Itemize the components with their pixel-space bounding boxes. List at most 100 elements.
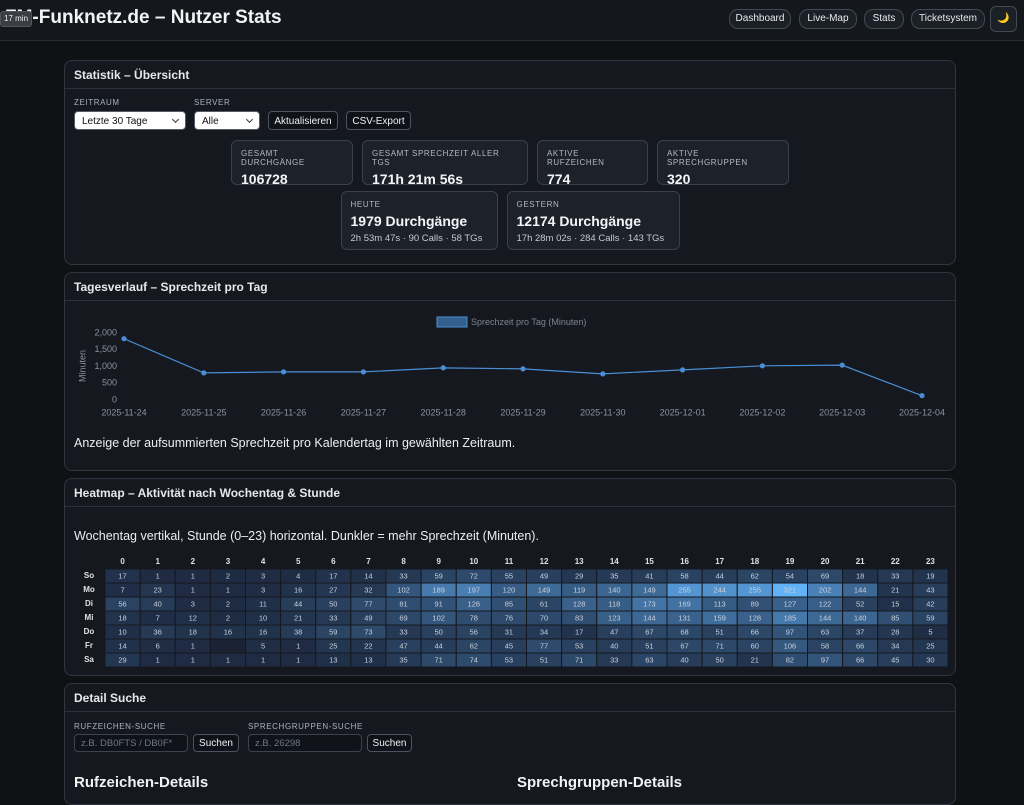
cell-label: 66	[751, 627, 759, 636]
theme-toggle[interactable]: 🌙	[990, 6, 1017, 32]
hour-label: 19	[785, 557, 794, 566]
hour-label: 9	[436, 557, 441, 566]
x-tick-label: 2025-11-27	[341, 407, 386, 417]
point	[759, 363, 766, 369]
cell-label: 34	[891, 641, 899, 650]
cell-label: 1	[191, 571, 195, 580]
hour-label: 17	[715, 557, 724, 566]
cell-label: 58	[821, 641, 829, 650]
cell-label: 32	[364, 585, 372, 594]
cell-label: 1	[156, 571, 160, 580]
cell-label: 33	[891, 571, 899, 580]
cell-label: 15	[891, 599, 899, 608]
cell-label: 33	[399, 571, 407, 580]
hour-label: 23	[926, 557, 935, 566]
card-title: Statistik – Übersicht	[65, 61, 955, 89]
hour-label: 18	[750, 557, 759, 566]
button[interactable]: Suchen	[367, 734, 412, 752]
day-label: Sa	[84, 655, 94, 664]
y-tick-label: 1,500	[94, 344, 117, 354]
cell-label: 54	[786, 571, 794, 580]
cell-label: 14	[364, 571, 372, 580]
nav-live-map[interactable]: Live-Map	[799, 9, 857, 29]
stat-card: AKTIVE RUFZEICHEN 774	[537, 140, 648, 187]
nav-stats[interactable]: Stats	[864, 9, 904, 29]
cell-label: 149	[643, 585, 656, 594]
cell-label: 169	[678, 599, 691, 608]
cell-label: 140	[854, 613, 867, 622]
stat-value: 171h 21m 56s	[372, 171, 464, 187]
cell-label: 77	[540, 641, 548, 650]
point	[201, 370, 207, 376]
cell-label: 21	[751, 655, 759, 664]
cell-label: 66	[856, 641, 864, 650]
x-tick-label: 2025-11-26	[261, 407, 306, 417]
stat-label: AKTIVE RUFZEICHEN	[547, 149, 605, 167]
cell-label: 68	[680, 627, 688, 636]
cell-label: 10	[259, 613, 267, 622]
cell-label: 81	[399, 599, 407, 608]
cell-label: 82	[786, 655, 794, 664]
x-tick-label: 2025-12-01	[660, 407, 706, 417]
cell-label: 173	[643, 599, 656, 608]
cell-label: 14	[118, 641, 126, 650]
cell-label: 35	[610, 571, 618, 580]
cell-label: 85	[891, 613, 899, 622]
stat-card: HEUTE 1979 Durchgänge 2h 53m 47s · 90 Call…	[340, 191, 498, 250]
cell-label: 35	[399, 655, 407, 664]
x-tick-label: 2025-11-29	[500, 407, 545, 417]
field-label: RUFZEICHEN-SUCHE	[74, 722, 166, 731]
cell-label: 69	[399, 613, 407, 622]
button[interactable]: CSV-Export	[346, 111, 411, 130]
cell-label: 127	[784, 599, 797, 608]
hour-label: 13	[575, 557, 584, 566]
cell-label: 255	[678, 585, 691, 594]
cell-label: 321	[784, 585, 797, 594]
daily-card: Tagesverlauf – Sprechzeit pro Tag 0 500 1,…	[64, 272, 956, 471]
cell-label: 62	[470, 641, 478, 650]
point	[121, 336, 127, 342]
button[interactable]: Suchen	[193, 734, 239, 752]
cell-label: 37	[856, 627, 864, 636]
cell-label: 40	[610, 641, 618, 650]
stat-value: 774	[547, 171, 571, 187]
select-range[interactable]: Letzte 30 Tage	[74, 111, 186, 130]
nav-tickets[interactable]: Ticketsystem	[911, 9, 985, 29]
cell-label: 11	[259, 599, 267, 608]
cell-label: 189	[432, 585, 445, 594]
hour-label: 11	[505, 557, 514, 566]
hour-label: 0	[120, 557, 125, 566]
cell-label: 5	[261, 641, 265, 650]
cell-label: 49	[364, 613, 372, 622]
card-title: Detail Suche	[65, 684, 955, 712]
button[interactable]: Aktualisieren	[268, 111, 338, 130]
cell-label: 42	[926, 599, 934, 608]
cell-label: 102	[432, 613, 445, 622]
callsign-input[interactable]: z.B. DB0FTS / DB0F*	[74, 734, 188, 752]
hour-label: 10	[469, 557, 478, 566]
cell-label: 29	[575, 571, 583, 580]
cell-label: 120	[503, 585, 516, 594]
y-tick-label: 0	[112, 394, 117, 404]
cell-label: 144	[819, 613, 832, 622]
cell-label: 119	[573, 585, 585, 594]
stat-card: AKTIVE SPRECHGRUPPEN 320	[657, 140, 789, 187]
cell-label: 70	[540, 613, 548, 622]
cell-label: 83	[575, 613, 583, 622]
nav-dashboard[interactable]: Dashboard	[729, 9, 791, 29]
stat-detail: 17h 28m 02s · 284 Calls · 143 TGs	[516, 233, 665, 244]
stat-card: GESAMT SPRECHZEIT ALLER TGS 171h 21m 56s	[362, 140, 528, 187]
cell-label: 50	[435, 627, 443, 636]
cell-label: 63	[645, 655, 653, 664]
cell-label: 16	[259, 627, 267, 636]
talkgroup-input[interactable]: z.B. 26298	[248, 734, 362, 752]
cell-label: 1	[226, 585, 230, 594]
overview-card: Statistik – Übersicht ZEITRAUM SERVER Le…	[64, 60, 956, 265]
cell-label: 118	[608, 599, 620, 608]
cell-label: 71	[575, 655, 583, 664]
cell-label: 50	[716, 655, 724, 664]
cell-label: 17	[118, 571, 126, 580]
select-server[interactable]: Alle	[194, 111, 260, 130]
stat-label: GESAMT SPRECHZEIT ALLER TGS	[372, 149, 500, 167]
